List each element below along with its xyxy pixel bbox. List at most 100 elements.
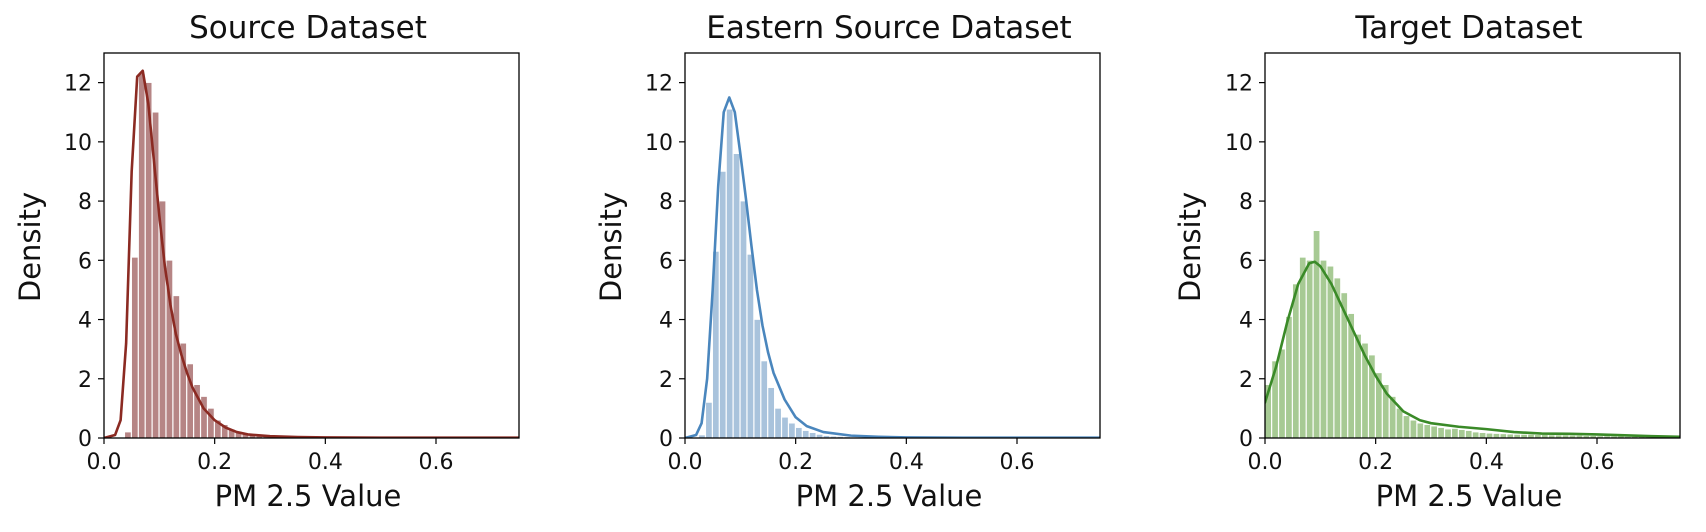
histogram-bar [1437, 427, 1445, 438]
histogram-bar [1361, 342, 1369, 438]
y-tick-label: 12 [64, 72, 92, 97]
y-tick-label: 0 [659, 427, 673, 452]
x-tick-label: 0.2 [1358, 450, 1393, 475]
histogram-bar [1472, 431, 1480, 438]
histogram-bar [1423, 424, 1431, 438]
ticks: 0.0 0.2 0.4 0.6 0 2 4 6 8 10 12 [645, 72, 1035, 475]
histogram-bar [1465, 430, 1473, 438]
histogram-bar [829, 435, 837, 438]
x-axis-label: PM 2.5 Value [796, 479, 983, 513]
histogram-bar [1499, 433, 1507, 438]
y-axis-label: Density [594, 192, 628, 302]
histogram-bar [1520, 434, 1528, 438]
histogram-bar [781, 416, 789, 438]
x-tick-label: 0.4 [889, 450, 924, 475]
histogram-bar [1513, 434, 1521, 438]
y-tick-label: 6 [1239, 249, 1253, 274]
x-tick-label: 0.4 [308, 450, 343, 475]
y-tick-label: 10 [1225, 131, 1253, 156]
histogram-bar [214, 419, 222, 438]
histogram-bar [1430, 425, 1438, 438]
histogram-bar [1396, 408, 1404, 438]
histogram-bar [767, 387, 775, 438]
histogram-bar [726, 108, 734, 438]
histogram-bar [1299, 257, 1307, 438]
plot-frame [684, 52, 1101, 439]
plot-frame [1264, 52, 1681, 439]
y-tick-label: 8 [78, 190, 92, 215]
histogram-bar [1375, 372, 1383, 438]
histogram-bar [1347, 313, 1355, 438]
panel-source: Source Dataset Density PM 2.5 Value 0.0 0… [13, 10, 520, 513]
histogram-bar [1313, 230, 1321, 438]
histogram-bar [1451, 428, 1459, 438]
histogram-bar [193, 384, 201, 438]
histogram-bar [1382, 384, 1390, 438]
plot-marks [104, 69, 519, 438]
x-axis-label: PM 2.5 Value [1376, 479, 1563, 513]
histogram-bar [795, 427, 803, 438]
histogram-bar [1354, 334, 1362, 438]
y-tick-label: 4 [1239, 309, 1253, 334]
kde-line [104, 69, 519, 438]
histogram-bar [1534, 434, 1542, 438]
panel-eastern-source: Eastern Source Dataset Density PM 2.5 Va… [594, 10, 1101, 513]
y-tick-label: 12 [645, 72, 673, 97]
histogram-bar [1265, 384, 1272, 438]
x-tick-label: 0.2 [197, 450, 232, 475]
histogram-bar [733, 153, 741, 438]
y-tick-label: 8 [659, 190, 673, 215]
histogram-bar [760, 360, 768, 438]
x-tick-label: 0.0 [668, 450, 703, 475]
y-tick-label: 10 [645, 131, 673, 156]
histogram-bar [1444, 428, 1452, 438]
y-tick-label: 4 [78, 309, 92, 334]
histogram-bar [1486, 432, 1493, 438]
panel-title: Source Dataset [189, 10, 427, 46]
histogram-bar [746, 254, 754, 438]
histogram-bar [131, 257, 139, 438]
histogram-bar [186, 363, 194, 438]
histogram-bar [1569, 435, 1576, 438]
x-tick-label: 0.0 [87, 450, 122, 475]
y-tick-label: 8 [1239, 190, 1253, 215]
x-tick-label: 0.2 [778, 450, 813, 475]
y-tick-label: 2 [659, 368, 673, 393]
panel-title: Target Dataset [1354, 10, 1582, 46]
histogram-bar [1368, 354, 1376, 438]
panel-title: Eastern Source Dataset [706, 10, 1071, 46]
histogram-bar [802, 430, 810, 438]
y-tick-label: 2 [1239, 368, 1253, 393]
x-tick-label: 0.6 [1000, 450, 1035, 475]
histogram-bar [774, 408, 782, 438]
histogram-bar [145, 82, 153, 438]
histogram-bar [719, 171, 727, 438]
histogram-bar [1271, 360, 1279, 438]
histogram-bar [1326, 265, 1334, 438]
histogram-bar [1492, 433, 1500, 438]
y-axis-label: Density [1173, 192, 1207, 302]
histogram-bar [1306, 260, 1314, 438]
ticks: 0.0 0.2 0.4 0.6 0 2 4 6 8 10 12 [1225, 72, 1615, 475]
plot-marks [1265, 230, 1680, 438]
histogram-bar [753, 319, 761, 438]
histogram-bar [1409, 419, 1417, 438]
histogram-bar [809, 432, 817, 438]
y-tick-label: 2 [78, 368, 92, 393]
y-tick-label: 0 [1239, 427, 1253, 452]
y-axis-label: Density [13, 192, 47, 302]
x-tick-label: 0.0 [1248, 450, 1283, 475]
histogram-bar [124, 431, 132, 438]
y-tick-label: 0 [78, 427, 92, 452]
ticks: 0.0 0.2 0.4 0.6 0 2 4 6 8 10 12 [64, 72, 454, 475]
histogram-bar [1320, 260, 1327, 438]
x-tick-label: 0.4 [1469, 450, 1504, 475]
histogram-bar [1292, 283, 1300, 438]
histogram-bar [138, 73, 146, 438]
kde-line [685, 96, 1100, 438]
y-tick-label: 12 [1225, 72, 1253, 97]
y-tick-label: 6 [659, 249, 673, 274]
histogram-bar [816, 434, 824, 438]
histogram-bar [1340, 292, 1348, 438]
